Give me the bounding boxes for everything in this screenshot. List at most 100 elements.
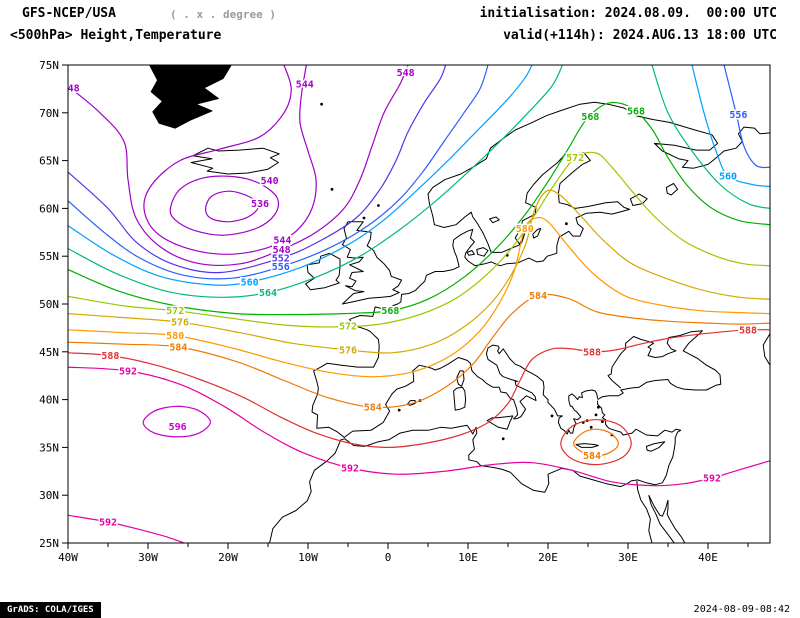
creation-timestamp: 2024-08-09-08:42 [693,604,790,615]
coastlines [149,65,770,543]
contour-label: 536 [251,199,269,210]
y-tick-label: 35N [39,441,59,454]
y-tick-label: 40N [39,394,59,407]
contour-544 [143,65,317,255]
crete [575,443,599,448]
funen [466,250,475,256]
resolution-note: ( . x . degree ) [170,8,276,21]
contour-572 [68,151,770,328]
contour-540 [169,175,280,236]
axis-labels: 40W 30W 20W 10W 0 10E 20E 30E 40E 75N 70N 65N 60N 55N… [39,59,718,564]
marmara-blacksea [597,330,722,401]
contour-label: 560 [241,278,259,289]
contour-label: 584 [529,291,547,302]
contour-584 [68,293,770,409]
x-tick-label: 40W [58,551,78,564]
contour-548 [68,65,409,266]
small-island-dot [550,414,554,418]
ireland [305,252,341,291]
x-tick-label: 40E [698,551,718,564]
contour-label: 588 [583,347,601,358]
sardinia [453,386,467,411]
x-tick-label: 20E [538,551,558,564]
contour-label: 576 [339,345,357,356]
britain [341,221,403,305]
contour-536 [204,190,259,223]
small-island-dot [397,408,401,412]
contour-label: 576 [171,318,189,329]
small-island-dot [601,420,604,423]
y-tick-label: 30N [39,489,59,502]
x-tick-label: 20W [218,551,238,564]
contour-label: 568 [581,112,599,123]
sicily [486,415,514,430]
contour-labels: 48 54454853654054454855255656056456856856… [66,67,758,530]
caspian-west [762,333,770,366]
contour-560 [691,65,770,187]
contour-label: 584 [583,451,601,462]
model-title: GFS-NCEP/USA [22,6,116,21]
small-island-dot [565,222,568,226]
x-tick-label: 10W [298,551,318,564]
africa-north [269,424,663,543]
contour-label: 564 [259,288,277,299]
contour-592 [68,366,770,487]
small-island-dot [330,187,334,191]
contour-label: 592 [99,518,117,529]
sjaelland [476,247,489,257]
anatolia-levant [597,400,682,484]
contour-label: 584 [364,403,382,414]
contour-556 [723,65,770,169]
contour-588 [560,419,632,466]
y-tick-label: 50N [39,298,59,311]
contour-label: 584 [169,343,187,354]
x-tick-label: 30E [618,551,638,564]
cyprus [645,441,666,452]
y-tick-label: 75N [39,59,59,72]
map-frame [67,64,771,544]
iceland [190,147,280,175]
y-tick-label: 45N [39,346,59,359]
y-tick-label: 25N [39,537,59,550]
y-tick-label: 70N [39,107,59,120]
contour-label: 588 [101,351,119,362]
redsea-east [666,500,686,543]
greenland [149,65,232,129]
grads-logo-badge: GrADS: COLA/IGES [0,602,101,618]
contour-label: 556 [729,110,747,121]
contour-596 [142,405,211,438]
product-title: <500hPa> Height,Temperature [10,28,222,43]
contour-label: 592 [341,464,359,475]
contour-592 [68,514,185,543]
contour-label: 580 [516,224,534,235]
contour-label: 572 [339,322,357,333]
y-tick-label: 65N [39,155,59,168]
x-tick-label: 0 [385,551,392,564]
contour-564 [68,65,563,298]
nile [636,480,653,543]
contour-label: 568 [381,306,399,317]
small-island-dot [377,204,380,207]
contour-568 [68,101,770,316]
contour-576 [68,189,770,354]
contour-label: 548 [397,68,415,79]
contour-label: 48 [68,83,80,94]
mediterranean-north [344,344,599,438]
corsica [456,370,465,387]
contour-552 [68,65,447,274]
contour-label: 592 [119,366,137,377]
contour-label: 540 [261,176,279,187]
contour-label: 560 [719,171,737,182]
contour-560 [68,65,533,286]
contour-label: 588 [739,325,757,336]
valid-time-label: valid(+114h): 2024.AUG.13 18:00 UTC [503,28,777,43]
contour-label: 596 [169,422,187,433]
sinai [648,494,669,517]
contour-label: 548 [273,245,291,256]
axis-ticks [62,64,749,549]
lake-vanern [489,216,500,224]
small-island-dot [594,413,598,417]
contour-label: 552 [272,254,290,265]
contour-label: 556 [272,262,290,273]
contour-label: 580 [166,331,184,342]
